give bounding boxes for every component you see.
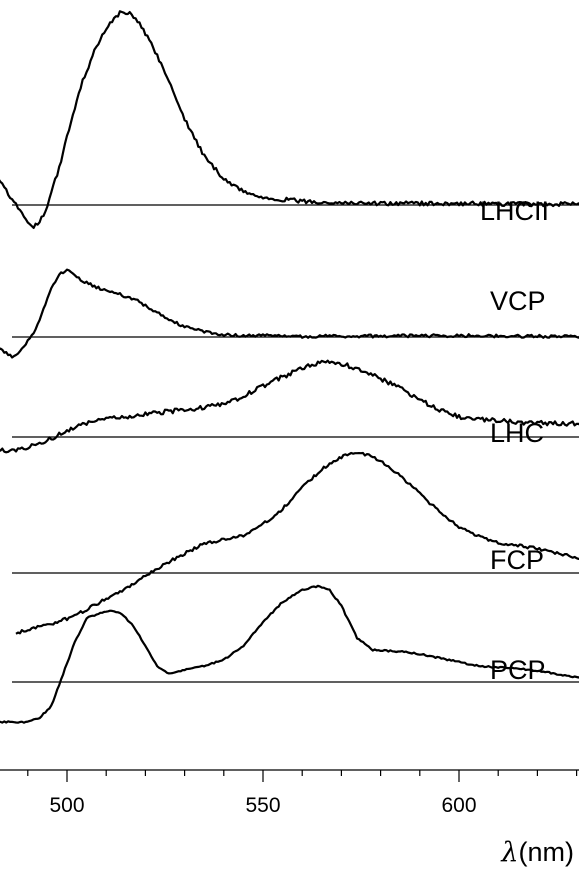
traces-group bbox=[0, 10, 579, 724]
x-axis-label: λ(nm) bbox=[500, 837, 574, 868]
x-axis-label-symbol: λ bbox=[500, 837, 518, 868]
trace-fcp bbox=[15, 451, 579, 635]
series-label-pcp: PCP bbox=[490, 655, 546, 685]
x-tick-label: 550 bbox=[245, 794, 280, 817]
series-label-vcp: VCP bbox=[490, 286, 546, 316]
x-tick-label: 500 bbox=[49, 794, 84, 817]
x-axis: 500550600650700 bbox=[0, 769, 579, 817]
x-axis-label-unit: (nm) bbox=[519, 837, 575, 867]
series-labels-group: LHCII VCP LHC FCP PCP bbox=[480, 196, 549, 685]
trace-vcp bbox=[0, 268, 579, 359]
trace-lhc bbox=[0, 359, 579, 454]
trace-lhcii bbox=[0, 10, 579, 229]
series-label-lhcii: LHCII bbox=[480, 196, 549, 226]
series-label-fcp: FCP bbox=[490, 545, 544, 575]
x-tick-label: 600 bbox=[441, 794, 476, 817]
trace-pcp bbox=[0, 584, 579, 724]
series-label-lhc: LHC bbox=[490, 418, 544, 448]
